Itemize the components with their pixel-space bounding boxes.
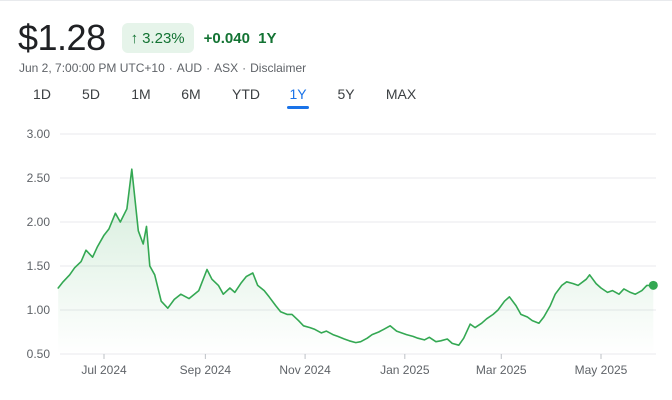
tab-5d[interactable]: 5D: [82, 86, 100, 102]
x-tick-label: Nov 2024: [279, 363, 331, 377]
x-tick-label: Jan 2025: [380, 363, 430, 377]
y-tick-label: 2.50: [27, 171, 51, 185]
y-tick-label: 1.00: [27, 303, 51, 317]
last-price-marker: [648, 280, 658, 290]
price-line: [57, 168, 655, 346]
tab-1y[interactable]: 1Y: [289, 86, 307, 102]
x-tick-label: Jul 2024: [81, 363, 127, 377]
selected-tab-underline: [287, 106, 309, 109]
tab-5y[interactable]: 5Y: [337, 86, 355, 102]
percent-change-badge: ↑ 3.23%: [121, 23, 194, 53]
quote-header: $1.28 ↑ 3.23% +0.040 1Y: [18, 18, 276, 58]
change-period: 1Y: [258, 29, 277, 47]
tab-1m[interactable]: 1M: [131, 86, 151, 102]
y-tick-label: 2.00: [27, 215, 51, 229]
quote-exchange: ASX: [214, 61, 239, 75]
y-tick-label: 1.50: [27, 259, 51, 273]
absolute-change-value: +0.040: [203, 29, 250, 47]
tab-max[interactable]: MAX: [385, 86, 417, 102]
quote-meta: Jun 2, 7:00:00 PM UTC+10 · AUD · ASX · Disclai…: [19, 61, 307, 75]
price-area-fill: [58, 169, 654, 354]
tab-ytd[interactable]: YTD: [232, 86, 260, 102]
absolute-change: +0.040 1Y: [204, 30, 277, 47]
quote-currency: AUD: [176, 61, 203, 75]
current-price: $1.28: [18, 17, 106, 58]
y-tick-label: 0.50: [27, 347, 51, 361]
y-tick-label: 3.00: [27, 127, 51, 141]
tab-1d[interactable]: 1D: [33, 86, 51, 102]
top-divider: [0, 0, 672, 1]
price-chart: 3.00 2.50 2.00 1.50 1.00 0.50 Jul 2024 Sep 2024…: [27, 127, 658, 377]
x-tick-label: May 2025: [575, 363, 628, 377]
arrow-up-icon: ↑: [130, 29, 139, 47]
x-tick-label: Mar 2025: [476, 363, 527, 377]
disclaimer-link[interactable]: Disclaimer: [250, 61, 307, 75]
quote-timestamp: Jun 2, 7:00:00 PM UTC+10: [19, 61, 165, 75]
tab-6m[interactable]: 6M: [181, 86, 201, 102]
percent-change-value: 3.23%: [142, 29, 185, 47]
x-tick-label: Sep 2024: [180, 363, 232, 377]
range-tabs: 1D 5D 1M 6M YTD 1Y 5Y MAX: [0, 86, 672, 110]
